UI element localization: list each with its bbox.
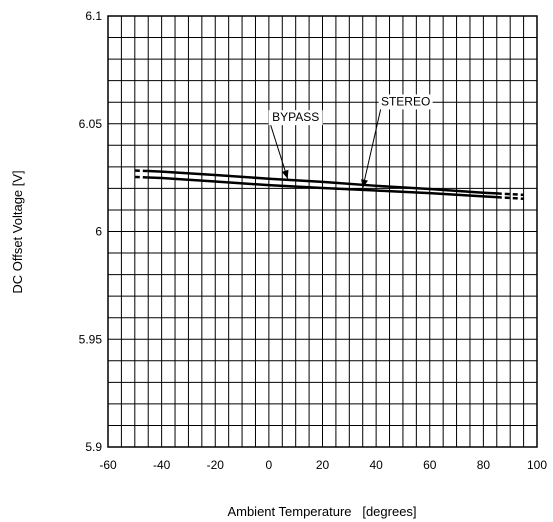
annotation-arrow-line — [362, 109, 382, 189]
y-axis-title: DC Offset Voltage [V] — [10, 170, 25, 293]
x-tick-label: 80 — [477, 458, 491, 472]
series-line — [148, 169, 497, 195]
series-stereo — [134, 175, 524, 200]
plot-frame — [107, 15, 538, 448]
annotation-label: BYPASS — [272, 110, 319, 124]
x-tick-label: 20 — [316, 458, 330, 472]
series-line-dashed-start — [134, 175, 149, 179]
y-tick-label: 5.9 — [85, 440, 102, 454]
annotation-stereo: STEREO — [361, 94, 433, 189]
series-line — [148, 176, 497, 199]
series-line-dashed-end — [496, 195, 524, 200]
annotation-arrow-line — [270, 125, 289, 179]
y-tick-label: 5.95 — [79, 332, 103, 346]
x-tick-label: 60 — [423, 458, 437, 472]
x-tick-label: 40 — [369, 458, 383, 472]
x-tick-label: 0 — [266, 458, 273, 472]
y-tick-label: 6.05 — [79, 117, 103, 131]
y-tick-label: 6.1 — [85, 9, 102, 23]
y-tick-label: 6 — [95, 225, 102, 239]
series-line-dashed-end — [496, 192, 524, 197]
annotation-bypass: BYPASS — [268, 110, 323, 179]
annotation-background — [268, 110, 323, 126]
series-bypass — [134, 169, 524, 197]
x-tick-label: -40 — [153, 458, 171, 472]
tick-label-group: -60 -40 -20 0 20 40 60 80 100 5.9 5.95 6 6.05 6.1 — [79, 9, 548, 472]
x-tick-label: -60 — [99, 458, 117, 472]
x-tick-label: -20 — [207, 458, 225, 472]
grid — [107, 15, 538, 448]
annotation-label: STEREO — [381, 94, 430, 108]
annotation-arrowhead — [281, 169, 289, 179]
annotation-group: BYPASS STEREO — [268, 94, 433, 189]
series-line-dashed-start — [134, 169, 149, 173]
series-group — [134, 169, 524, 200]
annotation-background — [378, 94, 433, 110]
x-axis-title: Ambient Temperature [degrees] — [227, 504, 416, 519]
annotation-arrowhead — [361, 179, 368, 188]
x-tick-label: 100 — [527, 458, 547, 472]
